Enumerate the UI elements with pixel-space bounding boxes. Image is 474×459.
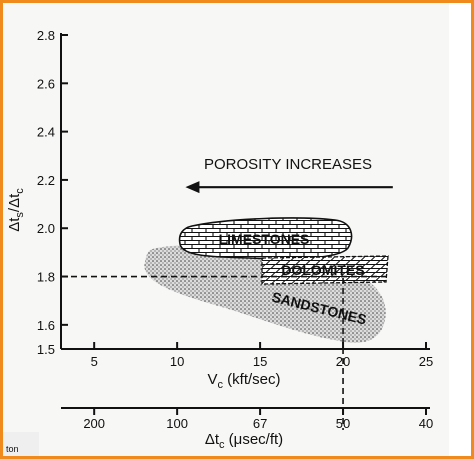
limestones-label: LIMESTONES — [219, 231, 310, 247]
y-tick-label: 1.8 — [37, 270, 55, 285]
porosity-annotation-label: POROSITY INCREASES — [204, 156, 372, 173]
y-tick-label: 2.6 — [37, 76, 55, 91]
vc-tick-label: 20 — [336, 354, 350, 369]
porosity-arrowhead — [185, 181, 200, 194]
vc-tick-label: 15 — [253, 354, 267, 369]
dolomites-label: DOLOMITES — [281, 262, 364, 278]
y-tick-label: 2.2 — [37, 173, 55, 188]
vc-axis-ticks: 5 10 15 20 25 — [91, 342, 433, 369]
dt-tick-label: 40 — [419, 416, 433, 431]
y-tick-label: 2.8 — [37, 28, 55, 43]
dt-tick-label: 50 — [336, 416, 350, 431]
corner-text: ton — [6, 444, 19, 454]
y-tick-label: 2.4 — [37, 125, 55, 140]
vc-axis-title: Vc (kft/sec) — [207, 371, 280, 391]
dt-axis-ticks: 200 100 67 50 40 — [83, 408, 433, 431]
vc-tick-label: 25 — [419, 354, 433, 369]
y-axis-title: Δts/Δtc — [6, 188, 26, 232]
y-tick-label: 1.5 — [37, 342, 55, 357]
limestones-region — [178, 217, 353, 260]
vc-tick-label: 5 — [91, 354, 98, 369]
y-tick-label: 2.0 — [37, 221, 55, 236]
dt-tick-label: 200 — [83, 416, 105, 431]
dt-tick-label: 67 — [253, 416, 267, 431]
dt-tick-label: 100 — [166, 416, 188, 431]
y-axis-ticks: 1.5 1.6 1.8 2.0 2.2 2.4 2.6 2.8 — [37, 28, 68, 357]
dt-axis-title: Δtc (μsec/ft) — [205, 431, 283, 451]
scan-corner — [3, 432, 39, 456]
y-tick-label: 1.6 — [37, 318, 55, 333]
vc-tick-label: 10 — [170, 354, 184, 369]
